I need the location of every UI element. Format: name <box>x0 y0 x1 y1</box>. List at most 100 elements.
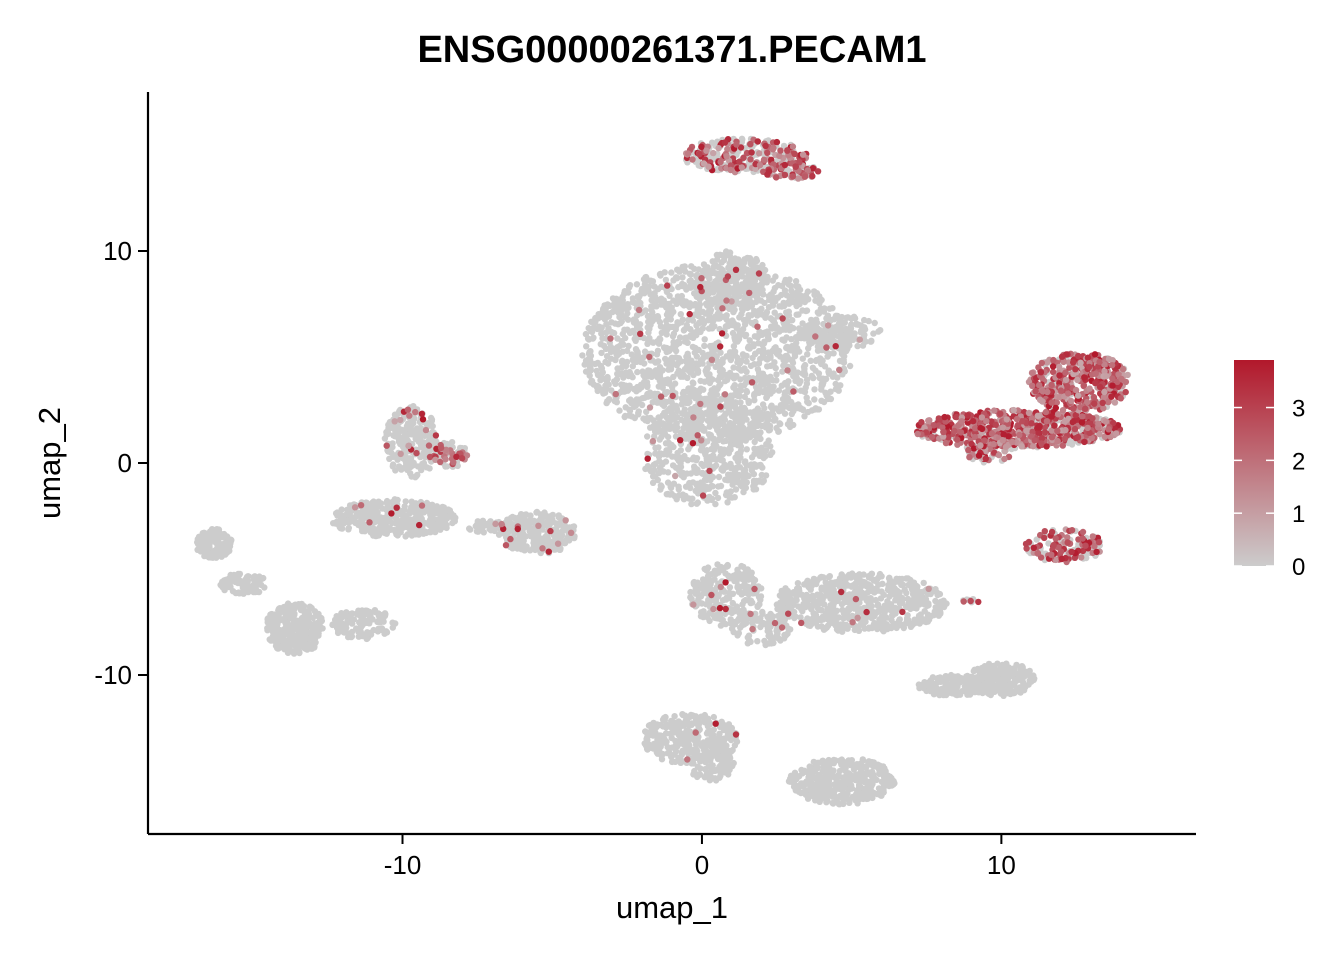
cell-point <box>649 278 657 285</box>
cell-point <box>664 312 672 319</box>
cell-point <box>709 322 716 329</box>
cell-point <box>704 317 712 324</box>
cell-point <box>431 437 438 445</box>
cell-point <box>810 325 818 333</box>
cell-point <box>527 532 534 539</box>
cell-point <box>668 269 675 276</box>
cell-point <box>647 321 654 329</box>
cell-point <box>388 499 396 506</box>
cell-point <box>391 431 398 439</box>
cell-point <box>699 355 707 362</box>
cell-point <box>669 359 676 366</box>
cell-point <box>754 312 761 319</box>
cell-point <box>611 299 618 306</box>
cell-point <box>660 420 667 428</box>
cell-point <box>841 368 848 375</box>
cell-point <box>598 349 605 357</box>
cell-point <box>683 353 690 360</box>
cell-point <box>440 504 448 511</box>
cell-point <box>579 352 586 359</box>
cell-point <box>741 365 748 372</box>
cell-point <box>203 539 210 547</box>
cell-point <box>402 498 409 505</box>
cell-point <box>750 424 757 431</box>
cell-point <box>826 305 833 312</box>
cell-point <box>435 509 442 516</box>
cell-point <box>772 273 779 280</box>
cell-point <box>669 411 677 419</box>
cell-point <box>612 320 619 327</box>
cell-point <box>593 367 600 375</box>
cell-point <box>378 625 386 632</box>
cell-point <box>795 585 803 592</box>
cell-point <box>730 274 738 281</box>
cell-point <box>632 346 640 353</box>
cell-point <box>346 613 354 620</box>
cell-point <box>769 302 777 309</box>
cell-point <box>404 431 411 438</box>
cell-point <box>718 288 725 295</box>
cell-point <box>734 442 741 449</box>
cell-point <box>624 387 632 394</box>
cell-point <box>820 398 828 406</box>
cell-point <box>804 295 811 303</box>
cell-point <box>781 323 789 330</box>
cell-point <box>687 332 694 339</box>
cell-point <box>733 324 740 331</box>
cell-point <box>759 261 766 269</box>
cell-point <box>907 578 914 585</box>
cell-point <box>736 360 744 367</box>
cell-point <box>799 331 806 339</box>
cell-point <box>661 344 668 352</box>
cell-point <box>645 329 652 336</box>
cell-point <box>381 610 389 617</box>
cell-point <box>769 449 776 456</box>
cell-point <box>626 368 633 376</box>
cell-point <box>778 303 785 310</box>
cell-point <box>822 375 830 383</box>
cell-point <box>679 491 687 498</box>
cell-point <box>587 348 594 355</box>
cell-point <box>336 521 343 528</box>
cell-point <box>677 311 684 318</box>
cell-point <box>743 461 750 469</box>
cell-point <box>644 463 652 470</box>
cell-point <box>517 545 524 552</box>
cell-point <box>656 364 664 371</box>
cell-point <box>298 618 305 625</box>
cell-point <box>743 358 750 365</box>
cell-point <box>769 411 776 419</box>
cell-point <box>773 377 780 384</box>
cell-point <box>699 308 706 315</box>
cell-point <box>644 433 651 440</box>
cell-point <box>845 334 852 341</box>
cell-point <box>703 476 711 484</box>
cell-point <box>229 588 237 595</box>
cell-point <box>652 359 659 366</box>
cell-point <box>508 524 515 531</box>
cell-point <box>758 311 766 318</box>
cell-point <box>314 613 322 620</box>
cell-point <box>871 589 878 596</box>
cell-point <box>732 474 739 481</box>
cell-point <box>697 385 704 392</box>
cell-point <box>408 473 415 480</box>
cell-point <box>340 626 348 633</box>
cell-point <box>741 393 748 401</box>
cell-point <box>443 524 450 532</box>
cell-point <box>840 338 847 345</box>
cell-point <box>681 281 688 289</box>
cell-point <box>617 300 625 307</box>
cell-point <box>308 634 315 642</box>
cell-point <box>526 525 533 532</box>
cell-point <box>376 528 384 535</box>
cell-point <box>781 389 789 396</box>
cell-point <box>198 535 205 543</box>
cell-point <box>364 617 371 625</box>
cell-point <box>544 534 551 542</box>
cell-point <box>709 483 716 490</box>
cell-point <box>346 510 353 517</box>
cell-point <box>283 608 291 615</box>
cell-point <box>731 287 738 295</box>
cell-point <box>530 517 538 524</box>
